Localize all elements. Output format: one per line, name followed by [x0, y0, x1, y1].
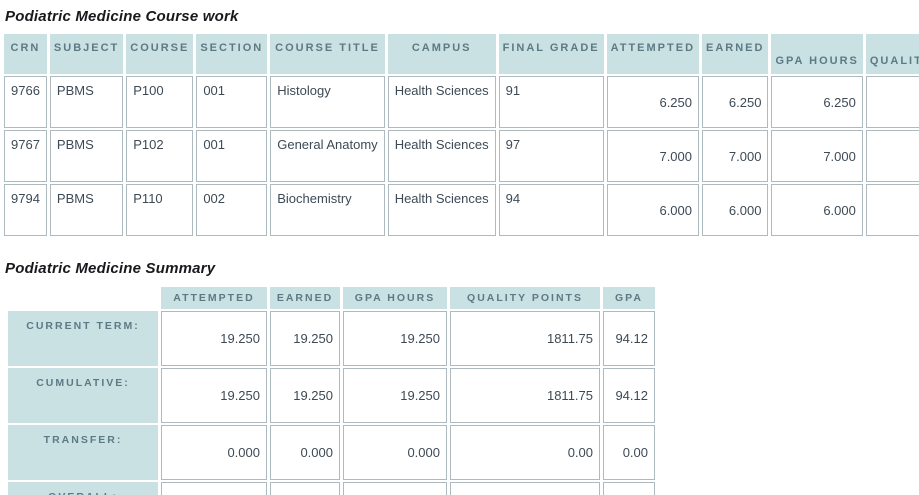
cell-quality-points: 679.00: [865, 130, 919, 182]
cell-gpa: 94.12: [603, 311, 655, 366]
cell-subject: PBMS: [49, 76, 124, 128]
column-header-quality-points: QUALITY POINTS: [865, 34, 919, 74]
cell-course: P102: [126, 130, 194, 182]
cell-campus: Health Sciences: [387, 76, 496, 128]
cell-gpa-hours: 7.000: [771, 130, 863, 182]
column-header-gpa-hours: GPA HOURS: [771, 34, 863, 74]
cell-final-grade: 94: [498, 184, 604, 236]
column-header-campus: CAMPUS: [387, 34, 496, 74]
cell-earned: 0.000: [270, 425, 340, 480]
cell-final-grade: 97: [498, 130, 604, 182]
row-label-transfer: TRANSFER:: [8, 425, 158, 480]
coursework-header-row: CRN SUBJECT COURSE SECTION COURSE TITLE …: [4, 34, 919, 74]
row-label-cumulative: CUMULATIVE:: [8, 368, 158, 423]
row-label-overall: OVERALL:: [8, 482, 158, 495]
coursework-section-title: Podiatric Medicine Course work: [5, 8, 239, 25]
cell-course: P110: [126, 184, 194, 236]
cell-gpa: 94.12: [603, 368, 655, 423]
cell-quality-points: 1811.75: [450, 368, 600, 423]
cell-earned: 19.250: [270, 368, 340, 423]
cell-subject: PBMS: [49, 184, 124, 236]
summary-section-title: Podiatric Medicine Summary: [5, 260, 216, 277]
cell-campus: Health Sciences: [387, 184, 496, 236]
column-header-earned: EARNED: [702, 34, 769, 74]
column-header-course-title: COURSE TITLE: [270, 34, 385, 74]
cell-gpa-hours: 0.000: [343, 425, 447, 480]
cell-subject: PBMS: [49, 130, 124, 182]
cell-gpa-hours: 6.250: [771, 76, 863, 128]
column-header-course: COURSE: [126, 34, 194, 74]
cell-gpa: 0.00: [603, 425, 655, 480]
cell-earned: 6.250: [702, 76, 769, 128]
summary-row-transfer: TRANSFER: 0.000 0.000 0.000 0.00 0.00: [8, 425, 655, 480]
summary-corner-cell: [8, 287, 158, 309]
cell-quality-points: 1811.75: [450, 311, 600, 366]
column-header-crn: CRN: [4, 34, 47, 74]
cell-earned: 6.000: [702, 184, 769, 236]
summary-table: ATTEMPTED EARNED GPA HOURS QUALITY POINT…: [5, 285, 658, 495]
column-header-earned: EARNED: [270, 287, 340, 309]
column-header-final-grade: FINAL GRADE: [498, 34, 604, 74]
cell-section: 001: [196, 130, 268, 182]
cell-quality-points: 568.75: [865, 76, 919, 128]
cell-quality-points: 1811.75: [450, 482, 600, 495]
cell-final-grade: 91: [498, 76, 604, 128]
column-header-quality-points: QUALITY POINTS: [450, 287, 600, 309]
cell-attempted: 0.000: [161, 425, 267, 480]
column-header-gpa: GPA: [603, 287, 655, 309]
cell-attempted: 19.250: [161, 311, 267, 366]
cell-course-title: General Anatomy: [270, 130, 385, 182]
cell-gpa-hours: 6.000: [771, 184, 863, 236]
column-header-gpa-hours: GPA HOURS: [343, 287, 447, 309]
summary-row-cumulative: CUMULATIVE: 19.250 19.250 19.250 1811.75…: [8, 368, 655, 423]
cell-gpa: 94.12: [603, 482, 655, 495]
column-header-subject: SUBJECT: [49, 34, 124, 74]
summary-row-overall: OVERALL: 19.250 19.250 19.250 1811.75 94…: [8, 482, 655, 495]
cell-attempted: 6.000: [606, 184, 700, 236]
cell-course-title: Histology: [270, 76, 385, 128]
cell-section: 001: [196, 76, 268, 128]
cell-gpa-hours: 19.250: [343, 368, 447, 423]
cell-earned: 19.250: [270, 311, 340, 366]
column-header-attempted: ATTEMPTED: [161, 287, 267, 309]
cell-attempted: 6.250: [606, 76, 700, 128]
column-header-attempted: ATTEMPTED: [606, 34, 700, 74]
cell-attempted: 19.250: [161, 368, 267, 423]
cell-gpa-hours: 19.250: [343, 311, 447, 366]
cell-crn: 9766: [4, 76, 47, 128]
summary-header-row: ATTEMPTED EARNED GPA HOURS QUALITY POINT…: [8, 287, 655, 309]
cell-quality-points: 0.00: [450, 425, 600, 480]
cell-earned: 7.000: [702, 130, 769, 182]
cell-course-title: Biochemistry: [270, 184, 385, 236]
cell-course: P100: [126, 76, 194, 128]
cell-crn: 9767: [4, 130, 47, 182]
course-row: 9794 PBMS P110 002 Biochemistry Health S…: [4, 184, 919, 236]
cell-campus: Health Sciences: [387, 130, 496, 182]
cell-attempted: 19.250: [161, 482, 267, 495]
course-row: 9766 PBMS P100 001 Histology Health Scie…: [4, 76, 919, 128]
row-label-current-term: CURRENT TERM:: [8, 311, 158, 366]
cell-crn: 9794: [4, 184, 47, 236]
coursework-table: CRN SUBJECT COURSE SECTION COURSE TITLE …: [1, 32, 919, 238]
cell-attempted: 7.000: [606, 130, 700, 182]
column-header-section: SECTION: [196, 34, 268, 74]
cell-earned: 19.250: [270, 482, 340, 495]
cell-gpa-hours: 19.250: [343, 482, 447, 495]
course-row: 9767 PBMS P102 001 General Anatomy Healt…: [4, 130, 919, 182]
summary-row-current-term: CURRENT TERM: 19.250 19.250 19.250 1811.…: [8, 311, 655, 366]
cell-quality-points: 564.00: [865, 184, 919, 236]
cell-section: 002: [196, 184, 268, 236]
